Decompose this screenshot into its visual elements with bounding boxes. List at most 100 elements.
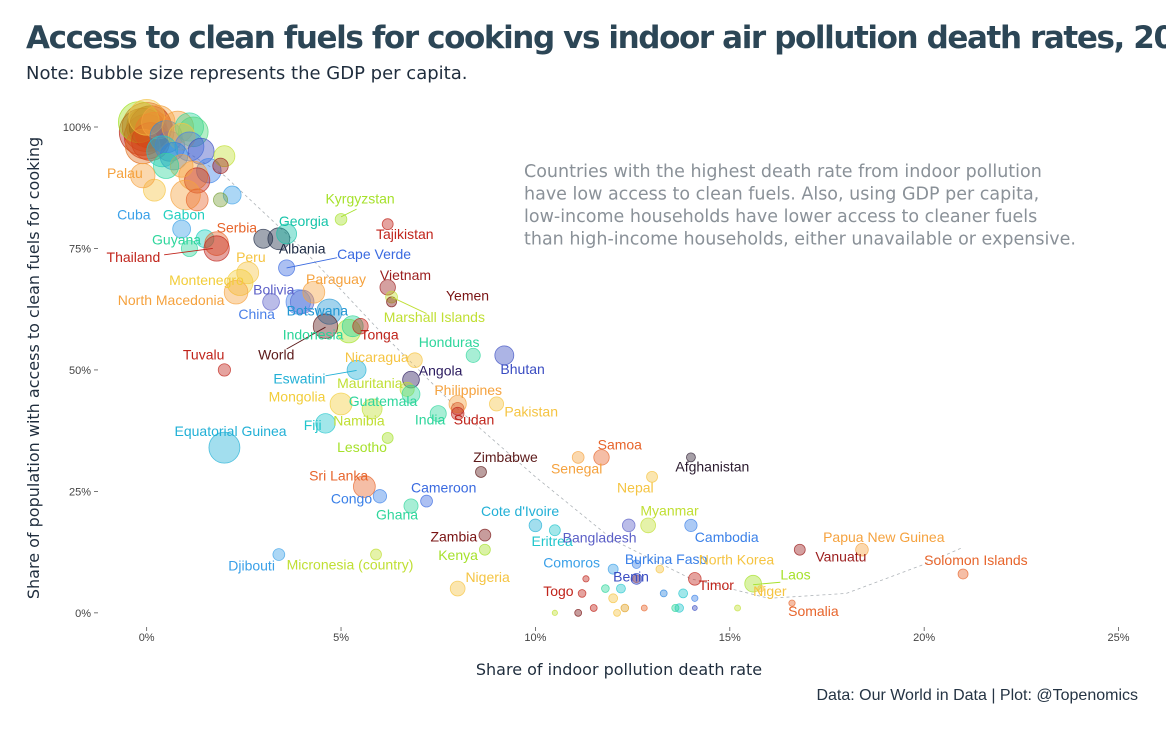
country-label: Cameroon xyxy=(411,479,476,495)
country-label: Afghanistan xyxy=(675,458,749,474)
country-bubble xyxy=(346,360,367,380)
y-tick-label: 100% xyxy=(63,122,91,134)
country-label: Georgia xyxy=(279,213,329,229)
country-bubble xyxy=(528,518,543,533)
country-bubble xyxy=(312,313,339,339)
country-label: Solomon Islands xyxy=(924,552,1028,568)
country-bubble xyxy=(571,451,585,464)
country-bubble xyxy=(621,518,636,533)
country-bubble xyxy=(640,517,656,534)
country-bubble xyxy=(489,396,505,412)
country-bubble xyxy=(630,572,643,585)
country-bubble xyxy=(684,518,698,532)
country-label: Mongolia xyxy=(269,389,326,405)
bubble xyxy=(616,583,626,594)
y-tick-label: 75% xyxy=(69,243,91,255)
country-bubble xyxy=(402,370,420,389)
bubble xyxy=(613,608,621,617)
bubble xyxy=(601,584,610,593)
country-bubble xyxy=(208,431,241,464)
country-label: Botswana xyxy=(287,303,349,319)
country-bubble xyxy=(646,470,658,483)
country-bubble xyxy=(548,524,561,537)
country-bubble xyxy=(172,219,191,239)
country-label: Comoros xyxy=(543,555,600,571)
country-label: Guyana xyxy=(152,232,201,248)
country-bubble xyxy=(272,548,286,561)
country-label: Marshall Islands xyxy=(384,309,485,325)
country-label: China xyxy=(238,306,275,322)
bubble xyxy=(551,609,558,616)
country-label: Somalia xyxy=(788,603,839,619)
country-bubble xyxy=(450,406,465,421)
country-bubble xyxy=(593,449,610,466)
bubble xyxy=(640,604,648,612)
country-label: Angola xyxy=(419,362,463,378)
country-label: Djibouti xyxy=(228,558,275,574)
country-label: Micronesia (country) xyxy=(287,557,414,573)
country-bubble xyxy=(361,398,383,420)
country-bubble xyxy=(381,218,394,231)
country-bubble xyxy=(386,296,397,308)
bubble xyxy=(153,152,180,179)
country-label: Timor xyxy=(699,577,735,593)
y-axis: 0% 25% 50% 75% 100% xyxy=(63,122,98,620)
x-tick-label: 20% xyxy=(913,632,935,644)
country-bubble xyxy=(465,347,481,363)
annotation-line: low-income households have lower access … xyxy=(524,207,1037,227)
country-label: Namibia xyxy=(333,412,385,428)
country-label: Samoa xyxy=(598,437,643,453)
country-bubble xyxy=(577,589,587,598)
x-tick-label: 10% xyxy=(524,632,546,644)
annotation-line: have low access to clean fuels. Also, us… xyxy=(524,185,1039,205)
leader-line xyxy=(286,326,326,350)
x-axis: 0% 5% 10% 15% 20% 25% xyxy=(139,627,1130,644)
country-label: Palau xyxy=(107,165,143,181)
country-bubble xyxy=(793,543,806,556)
country-label: Cambodia xyxy=(695,529,759,545)
country-label: Guatemala xyxy=(349,393,418,409)
bubble xyxy=(691,605,698,611)
bubble xyxy=(128,105,173,149)
chart-annotation: Countries with the highest death rate fr… xyxy=(524,162,1076,250)
bubble xyxy=(671,603,680,613)
bubble xyxy=(170,179,201,211)
bubble xyxy=(574,608,583,617)
annotation-line: than high-income households, either unav… xyxy=(524,230,1076,250)
country-bubble xyxy=(401,384,421,404)
source-caption: Data: Our World in Data | Plot: @Topenom… xyxy=(816,687,1138,704)
country-label: Equatorial Guinea xyxy=(175,423,287,439)
country-bubble xyxy=(262,293,280,311)
bubble xyxy=(589,604,598,612)
country-label: Tajikistan xyxy=(376,226,434,242)
country-label: Montenegro xyxy=(169,272,244,288)
country-label: Peru xyxy=(236,249,266,265)
country-bubble xyxy=(607,563,619,575)
country-bubble xyxy=(688,572,702,586)
country-bubble xyxy=(353,475,376,498)
leader-line xyxy=(753,581,781,586)
country-label: North Macedonia xyxy=(118,292,225,308)
country-label: Lesotho xyxy=(337,439,387,455)
country-bubble xyxy=(226,269,254,296)
leader-line xyxy=(164,248,213,256)
bubble xyxy=(253,228,274,249)
bubble xyxy=(146,135,179,168)
country-bubble xyxy=(757,584,765,593)
country-bubble xyxy=(329,392,353,416)
country-label: Philippines xyxy=(434,382,502,398)
country-label: Myanmar xyxy=(640,503,699,519)
x-tick-label: 0% xyxy=(139,632,155,644)
country-label: Zimbabwe xyxy=(473,449,538,465)
country-label: Cape Verde xyxy=(337,246,411,262)
y-tick-label: 50% xyxy=(69,365,91,377)
bubble xyxy=(691,594,699,602)
country-label: World xyxy=(258,347,294,363)
country-label: Honduras xyxy=(419,334,480,350)
x-tick-label: 15% xyxy=(719,632,741,644)
country-label: Sri Lanka xyxy=(309,468,368,484)
bubble xyxy=(213,145,236,168)
country-label: Kenya xyxy=(438,547,478,563)
chart-subtitle: Note: Bubble size represents the GDP per… xyxy=(26,63,468,84)
